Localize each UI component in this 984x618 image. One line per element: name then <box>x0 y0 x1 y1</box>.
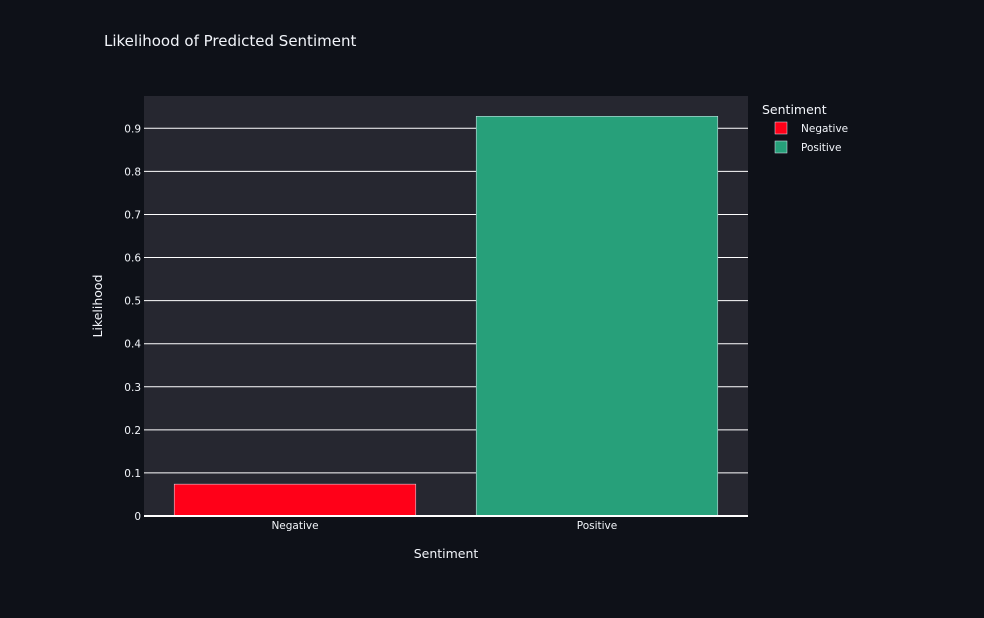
y-tick-label: 0.3 <box>124 382 141 394</box>
legend-label-positive[interactable]: Positive <box>801 142 841 154</box>
y-tick-label: 0.9 <box>124 123 141 135</box>
x-axis-title: Sentiment <box>414 546 479 561</box>
y-tick-label: 0.4 <box>124 339 141 351</box>
y-axis-ticks: 0 0.1 0.2 0.3 0.4 0.5 0.6 0.7 0.8 0.9 <box>124 123 141 523</box>
bars <box>173 115 719 517</box>
bar-negative[interactable] <box>173 483 417 517</box>
bar-positive[interactable] <box>475 115 719 517</box>
y-axis-title: Likelihood <box>90 274 105 337</box>
x-axis-ticks: Negative Positive <box>271 520 617 532</box>
y-tick-label: 0.1 <box>124 468 141 480</box>
y-tick-label: 0 <box>134 511 141 523</box>
y-tick-label: 0.7 <box>124 209 141 221</box>
y-tick-label: 0.6 <box>124 253 141 265</box>
y-tick-label: 0.2 <box>124 425 141 437</box>
legend[interactable]: Sentiment Negative Positive <box>762 102 848 154</box>
y-tick-label: 0.5 <box>124 296 141 308</box>
x-tick-label: Positive <box>577 520 617 532</box>
legend-swatch-negative[interactable] <box>774 121 788 135</box>
x-tick-label: Negative <box>271 520 318 532</box>
legend-label-negative[interactable]: Negative <box>801 123 848 135</box>
y-tick-label: 0.8 <box>124 166 141 178</box>
chart-title: Likelihood of Predicted Sentiment <box>104 32 356 50</box>
legend-title: Sentiment <box>762 102 827 117</box>
legend-swatch-positive[interactable] <box>774 140 788 154</box>
